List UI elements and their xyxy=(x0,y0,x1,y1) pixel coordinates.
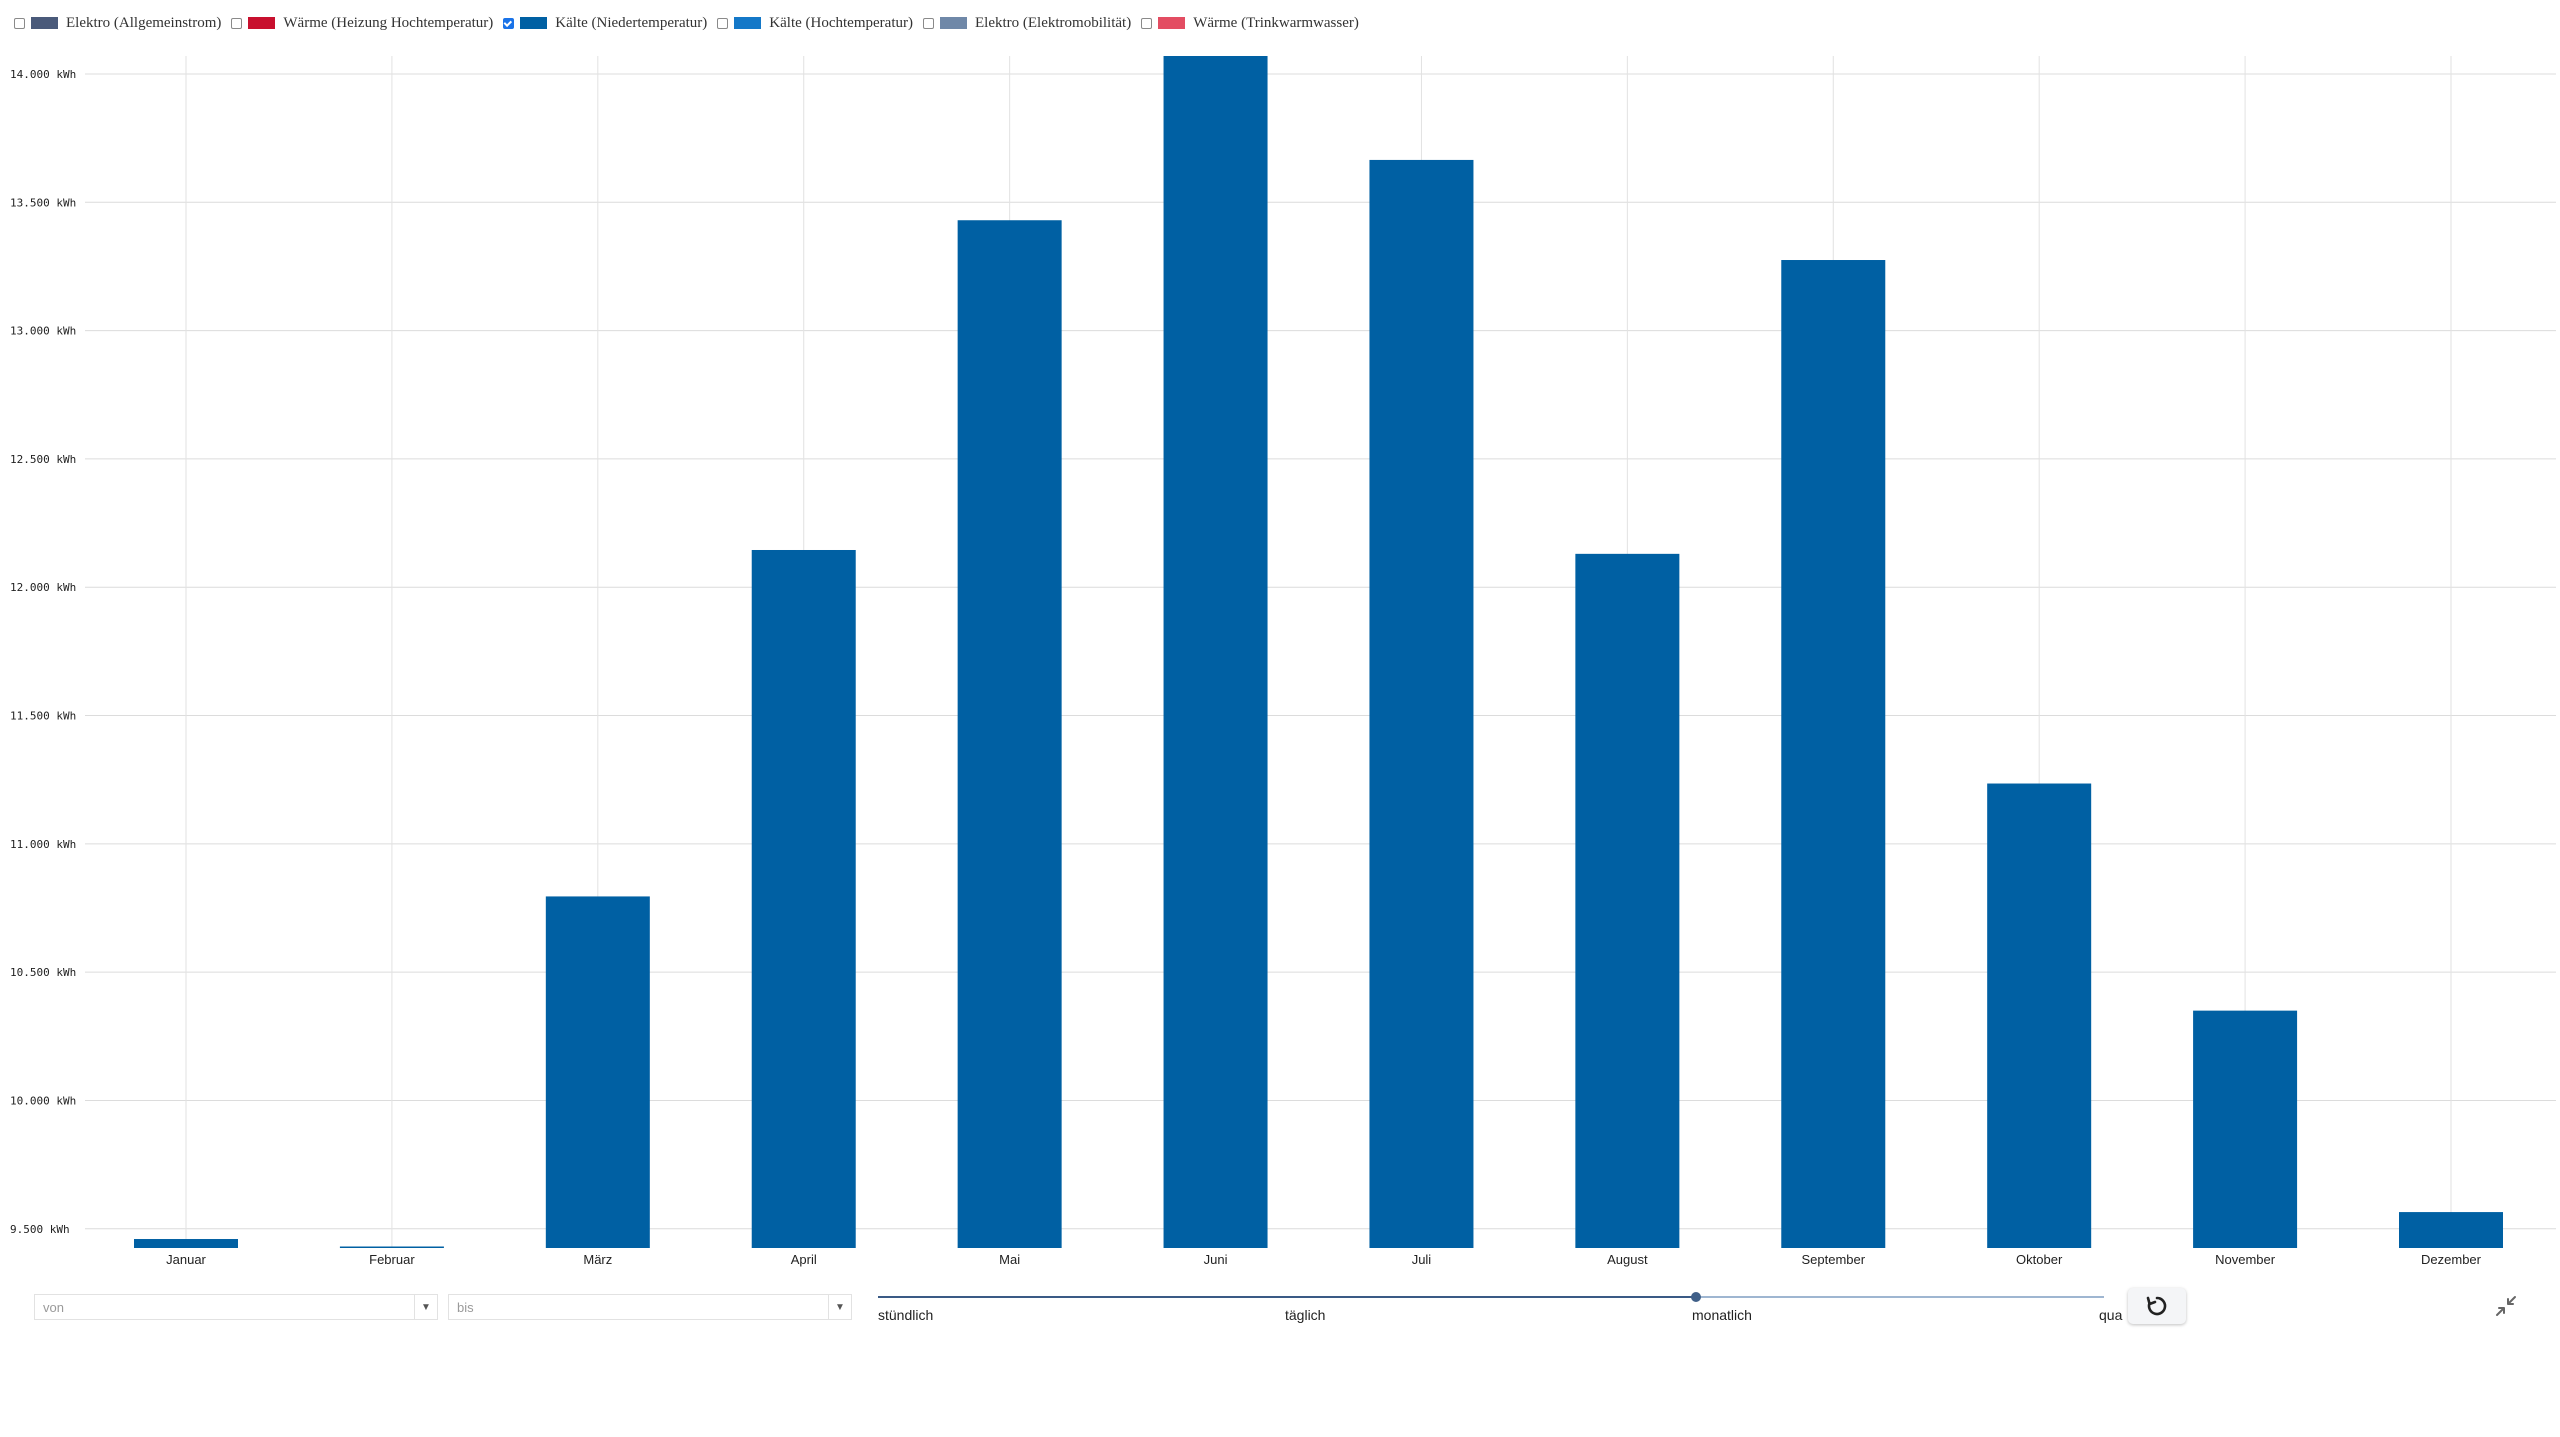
legend-label: Kälte (Niedertemperatur) xyxy=(555,14,708,31)
legend-item[interactable]: Kälte (Hochtemperatur) xyxy=(717,15,913,32)
bar-5[interactable] xyxy=(957,220,1062,1248)
bar-9[interactable] xyxy=(1781,260,1886,1248)
reset-button[interactable] xyxy=(2128,1288,2186,1324)
legend-swatch xyxy=(939,17,967,29)
slider-handle[interactable] xyxy=(1690,1292,1701,1302)
collapse-icon[interactable] xyxy=(2494,1294,2518,1318)
legend-checkbox[interactable] xyxy=(231,17,243,29)
legend-swatch xyxy=(31,17,58,29)
y-tick-label: 10.500 kWh xyxy=(10,966,76,979)
y-tick-label: 11.500 kWh xyxy=(10,710,76,723)
legend-swatch xyxy=(734,17,762,29)
legend-item[interactable]: Wärme (Trinkwarmwasser) xyxy=(1141,15,1359,32)
to-date-select[interactable]: bis ▼ xyxy=(448,1294,852,1320)
legend-checkbox[interactable] xyxy=(503,17,515,29)
legend-swatch xyxy=(520,17,548,29)
y-tick-label: 13.500 kWh xyxy=(10,196,76,209)
bar-11[interactable] xyxy=(2193,1010,2298,1248)
legend-swatch xyxy=(1158,17,1186,29)
x-tick-label: August xyxy=(1607,1252,1648,1267)
resolution-slider[interactable]: stündlich täglich monatlich quar xyxy=(878,1288,2123,1328)
y-tick-label: 11.000 kWh xyxy=(10,838,76,851)
bar-3[interactable] xyxy=(545,896,650,1248)
bar-8[interactable] xyxy=(1575,553,1680,1248)
legend-checkbox[interactable] xyxy=(14,17,25,29)
legend-label: Kälte (Hochtemperatur) xyxy=(769,14,913,31)
x-tick-label: November xyxy=(2215,1252,2276,1267)
y-tick-label: 14.000 kWh xyxy=(10,68,76,81)
bar-chart: 9.500 kWh 10.000 kWh 10.500 kWh 11.000 kWh 1… xyxy=(10,56,2556,1267)
x-tick-label: März xyxy=(583,1252,612,1267)
resolution-option-monthly[interactable]: monatlich xyxy=(1692,1307,1752,1323)
y-tick-label: 10.000 kWh xyxy=(10,1094,76,1107)
legend-item[interactable]: Elektro (Allgemeinstrom) xyxy=(14,15,221,32)
resolution-option-hourly[interactable]: stündlich xyxy=(878,1307,934,1323)
bar-6[interactable] xyxy=(1163,56,1268,1248)
bar-2[interactable] xyxy=(339,1246,444,1249)
x-tick-label: Juni xyxy=(1204,1252,1228,1267)
chevron-down-icon[interactable]: ▼ xyxy=(414,1295,437,1319)
from-date-select[interactable]: von ▼ xyxy=(34,1294,438,1320)
legend-item[interactable]: Wärme (Heizung Hochtemperatur) xyxy=(231,15,493,32)
from-date-placeholder: von xyxy=(43,1299,64,1315)
legend-item[interactable]: Kälte (Niedertemperatur) xyxy=(503,15,707,32)
y-tick-label: 9.500 kWh xyxy=(10,1223,70,1236)
y-tick-label: 13.000 kWh xyxy=(10,325,76,338)
x-tick-label: Mai xyxy=(999,1252,1020,1267)
x-tick-label: Oktober xyxy=(2016,1252,2063,1267)
reset-icon xyxy=(2146,1296,2167,1316)
x-tick-label: Januar xyxy=(166,1252,206,1267)
resolution-option-quarterly[interactable]: quar xyxy=(2099,1307,2123,1323)
y-tick-label: 12.000 kWh xyxy=(10,581,76,594)
chevron-down-icon[interactable]: ▼ xyxy=(828,1295,851,1319)
bar-7[interactable] xyxy=(1369,159,1474,1248)
legend-label: Wärme (Trinkwarmwasser) xyxy=(1193,14,1359,31)
legend-checkbox[interactable] xyxy=(1141,17,1153,29)
legend-label: Elektro (Elektromobilität) xyxy=(974,14,1132,31)
legend-label: Wärme (Heizung Hochtemperatur) xyxy=(283,14,494,31)
bar-1[interactable] xyxy=(134,1239,238,1248)
slider-fill xyxy=(878,1296,1696,1298)
bar-12[interactable] xyxy=(2399,1212,2503,1248)
y-tick-label: 12.500 kWh xyxy=(10,453,76,466)
x-tick-label: Dezember xyxy=(2421,1252,2482,1267)
legend-checkbox[interactable] xyxy=(922,17,934,29)
chart-controls: von ▼ bis ▼ stündlich täglich monatlich … xyxy=(0,1288,2560,1348)
legend-checkbox[interactable] xyxy=(717,17,729,29)
to-date-placeholder: bis xyxy=(457,1299,474,1315)
x-tick-label: April xyxy=(791,1252,817,1267)
chart-legend: Elektro (Allgemeinstrom) Wärme (Heizung H… xyxy=(14,10,1369,36)
legend-label: Elektro (Allgemeinstrom) xyxy=(66,14,222,31)
bar-10[interactable] xyxy=(1987,783,2092,1248)
x-tick-label: Februar xyxy=(369,1252,415,1267)
legend-item[interactable]: Elektro (Elektromobilität) xyxy=(922,14,1132,32)
legend-swatch xyxy=(248,17,276,29)
x-tick-label: September xyxy=(1801,1252,1865,1267)
x-tick-label: Juli xyxy=(1412,1252,1432,1267)
resolution-option-daily[interactable]: täglich xyxy=(1285,1307,1326,1323)
bar-4[interactable] xyxy=(751,549,856,1248)
